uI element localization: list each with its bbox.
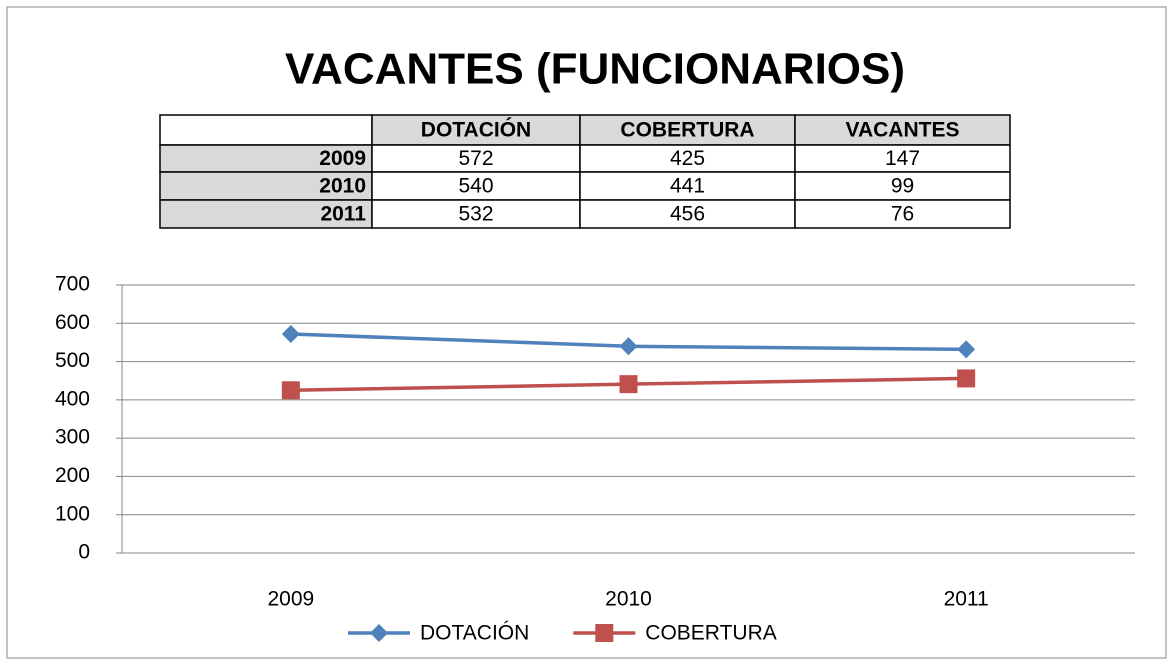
table-header: COBERTURA — [620, 119, 754, 142]
table-cell — [794, 171, 1011, 201]
data-point — [281, 381, 300, 400]
y-tick-label: 100 — [55, 502, 90, 525]
legend-marker — [595, 624, 614, 642]
chart-border — [6, 6, 1167, 659]
data-point — [619, 337, 638, 356]
table-value: 441 — [670, 175, 705, 198]
table-cell — [579, 144, 796, 173]
data-point — [957, 340, 976, 359]
table-cell — [159, 199, 373, 229]
table-value: 425 — [670, 147, 705, 170]
table-value: 147 — [885, 147, 920, 170]
table-row-label: 2009 — [319, 147, 366, 170]
data-point — [619, 375, 638, 394]
x-tick-label: 2011 — [944, 588, 989, 611]
table-value: 540 — [458, 175, 493, 198]
y-tick-label: 500 — [55, 349, 90, 372]
legend-label: DOTACIÓN — [420, 622, 529, 645]
y-tick-label: 700 — [55, 273, 90, 296]
legend-label: COBERTURA — [645, 622, 776, 645]
table-cell — [159, 171, 373, 201]
table-value: 76 — [891, 203, 914, 226]
table-row-label: 2011 — [320, 203, 366, 226]
table-cell — [579, 171, 796, 201]
table-cell — [159, 114, 373, 146]
table-value: 456 — [670, 203, 705, 226]
x-tick-label: 2010 — [605, 588, 652, 611]
table-cell — [371, 114, 581, 146]
y-tick-label: 0 — [78, 541, 90, 564]
y-tick-label: 400 — [55, 387, 90, 410]
table-header: VACANTES — [846, 119, 960, 142]
table-cell — [579, 199, 796, 229]
data-point — [957, 369, 976, 388]
legend-marker — [370, 624, 388, 642]
table-cell — [579, 114, 796, 146]
y-tick-label: 300 — [55, 426, 90, 449]
table-cell — [371, 199, 581, 229]
table-cell — [794, 199, 1011, 229]
table-value: 532 — [458, 203, 493, 226]
chart-title: VACANTES (FUNCIONARIOS) — [285, 45, 905, 94]
data-point — [281, 325, 300, 344]
table-row-label: 2010 — [319, 175, 366, 198]
table-value: 99 — [891, 175, 914, 198]
y-tick-label: 200 — [55, 464, 90, 487]
table-value: 572 — [458, 147, 493, 170]
x-tick-label: 2009 — [267, 588, 314, 611]
table-header: DOTACIÓN — [421, 118, 531, 142]
y-tick-label: 600 — [55, 311, 90, 334]
